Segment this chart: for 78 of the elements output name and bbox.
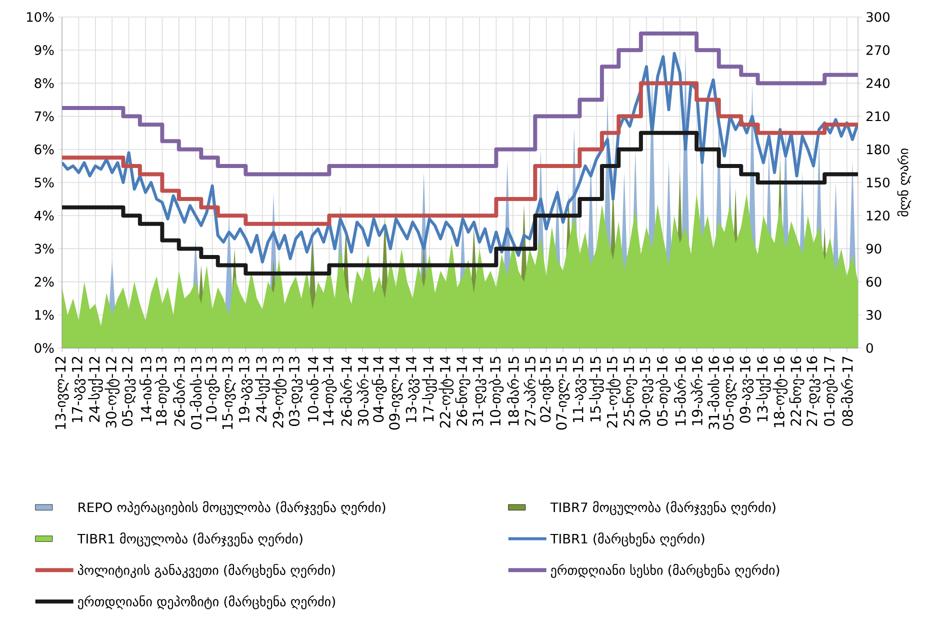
y-tick-label: 9% — [34, 45, 54, 56]
x-tick-label: 22-ნოე-16 — [789, 356, 804, 426]
y-tick-label: 1% — [35, 310, 54, 320]
x-tick-label: 31-დეკ-14 — [472, 356, 486, 426]
y-tick-label: 5% — [34, 178, 54, 188]
x-tick-label: 15-მარ-16 — [674, 356, 686, 426]
x-tick-label: 15-სექ-15 — [588, 356, 604, 422]
x-tick-label: 24-სექ-12 — [88, 356, 103, 422]
x-tick-label: 26-მარ-14 — [340, 356, 352, 426]
x-tick-label: 13-აგვ-14 — [406, 356, 420, 422]
x-tick-label: 05-თებ-16 — [656, 356, 671, 426]
x-tick-label: 03-დეკ-13 — [288, 356, 303, 426]
y2-tick-label: 270 — [866, 45, 890, 56]
y2-tick-label: 30 — [866, 310, 882, 320]
x-tick-label: 25-ნოე-15 — [622, 356, 638, 426]
x-tick-label: 05-დეკ-12 — [122, 356, 136, 426]
legend-label: პოლიტიკის განაკვეთი (მარცხენა ღერძი) — [78, 564, 335, 578]
y-tick-label: 6% — [34, 144, 54, 154]
x-tick-label: 30-ოქტ-12 — [104, 356, 120, 428]
legend-label: TIBR1 (მარცხენა ღერძი) — [550, 532, 704, 546]
y-tick-label: 4% — [34, 210, 54, 221]
y2-tick-label: 240 — [866, 78, 890, 88]
x-tick-label: 18-თებ-13 — [154, 356, 170, 426]
x-tick-label: 24-სექ-13 — [254, 356, 270, 422]
y2-tick-label: 120 — [866, 210, 890, 221]
x-tick-label: 18-მარ-15 — [506, 356, 519, 426]
x-tick-label: 01-მაის-13 — [190, 356, 202, 430]
x-tick-label: 13-ივლ-12 — [55, 356, 69, 430]
x-tick-label: 10-თებ-15 — [488, 356, 504, 426]
x-tick-label: 27-აპრ-15 — [524, 356, 536, 426]
legend-label: ერთდღიანი დეპოზიტი (მარცხენა ღერძი) — [78, 595, 336, 610]
y-tick-label: 7% — [34, 111, 54, 122]
x-tick-label: 01-თებ-17 — [822, 356, 838, 426]
legend-label: TIBR7 მოცულობა (მარჯვენა ღერძი) — [550, 501, 776, 516]
x-tick-label: 18-ოქტ-16 — [772, 356, 788, 428]
x-tick-label: 08-მარ-17 — [840, 356, 853, 426]
x-tick-label: 30-აპრ-14 — [356, 356, 369, 426]
y2-tick-label: 90 — [866, 244, 882, 254]
y-tick-label: 8% — [34, 78, 54, 88]
y2-tick-label: 0 — [866, 343, 873, 353]
legend-label: REPO ოპერაციების მოცულობა (მარჯვენა ღერძი) — [78, 501, 386, 516]
x-tick-label: 14-იან-13 — [140, 356, 152, 422]
x-tick-label: 07-ივლ-15 — [556, 356, 570, 430]
x-tick-label: 17-სექ-14 — [422, 356, 437, 422]
x-tick-label: 15-ივლ-13 — [222, 356, 236, 430]
x-tick-label: 21-ოქტ-15 — [606, 356, 621, 428]
y-tick-label: 10% — [27, 12, 54, 22]
x-tick-label: 26-მარ-13 — [172, 356, 185, 426]
x-tick-label: 27-დეკ-16 — [806, 356, 820, 426]
y2-tick-label: 180 — [866, 144, 890, 154]
x-tick-label: 10-ივნ-13 — [204, 356, 220, 422]
x-tick-label: 10-იან-14 — [306, 356, 318, 422]
x-tick-label: 14-თებ-14 — [322, 356, 337, 426]
x-tick-label: 05-ივლ-16 — [723, 356, 737, 430]
legend-label: TIBR1 მოცულობა (მარჯვენა ღერძი) — [77, 532, 302, 546]
x-tick-label: 11-აგვ-15 — [572, 356, 586, 422]
x-tick-label: 29-ოქტ-13 — [272, 356, 287, 428]
x-tick-label: 19-აგვ-13 — [238, 356, 253, 422]
x-tick-label: 26-ნოე-14 — [455, 356, 470, 426]
x-tick-label: 09-აგვ-16 — [740, 356, 754, 423]
x-tick-label: 19-აპრ-16 — [690, 356, 703, 426]
y2-tick-label: 210 — [866, 111, 890, 122]
legend-label: ერთდღიანი სესხი (მარცხენა ღერძი) — [550, 564, 780, 578]
y2-tick-label: 300 — [866, 12, 890, 22]
x-tick-label: 04-ივნ-14 — [372, 356, 387, 422]
x-tick-label: 22-ოქტ-14 — [438, 356, 454, 428]
y-tick-label: 2% — [34, 276, 54, 287]
y-tick-label: 0% — [34, 343, 54, 353]
x-tick-label: 17-აგვ-12 — [72, 356, 86, 422]
x-tick-label: 31-მაის-16 — [707, 356, 720, 430]
y2-tick-label: 60 — [866, 276, 882, 287]
y2-axis-title: მლნ ლარი — [897, 148, 912, 216]
x-tick-label: 02-ივნ-15 — [538, 356, 554, 422]
y-tick-label: 3% — [34, 244, 54, 254]
x-tick-label: 30-დეკ-15 — [640, 356, 654, 426]
x-tick-label: 09-ივლ-14 — [389, 356, 403, 430]
y2-tick-label: 150 — [866, 178, 890, 188]
x-tick-label: 13-სექ-16 — [756, 356, 771, 422]
